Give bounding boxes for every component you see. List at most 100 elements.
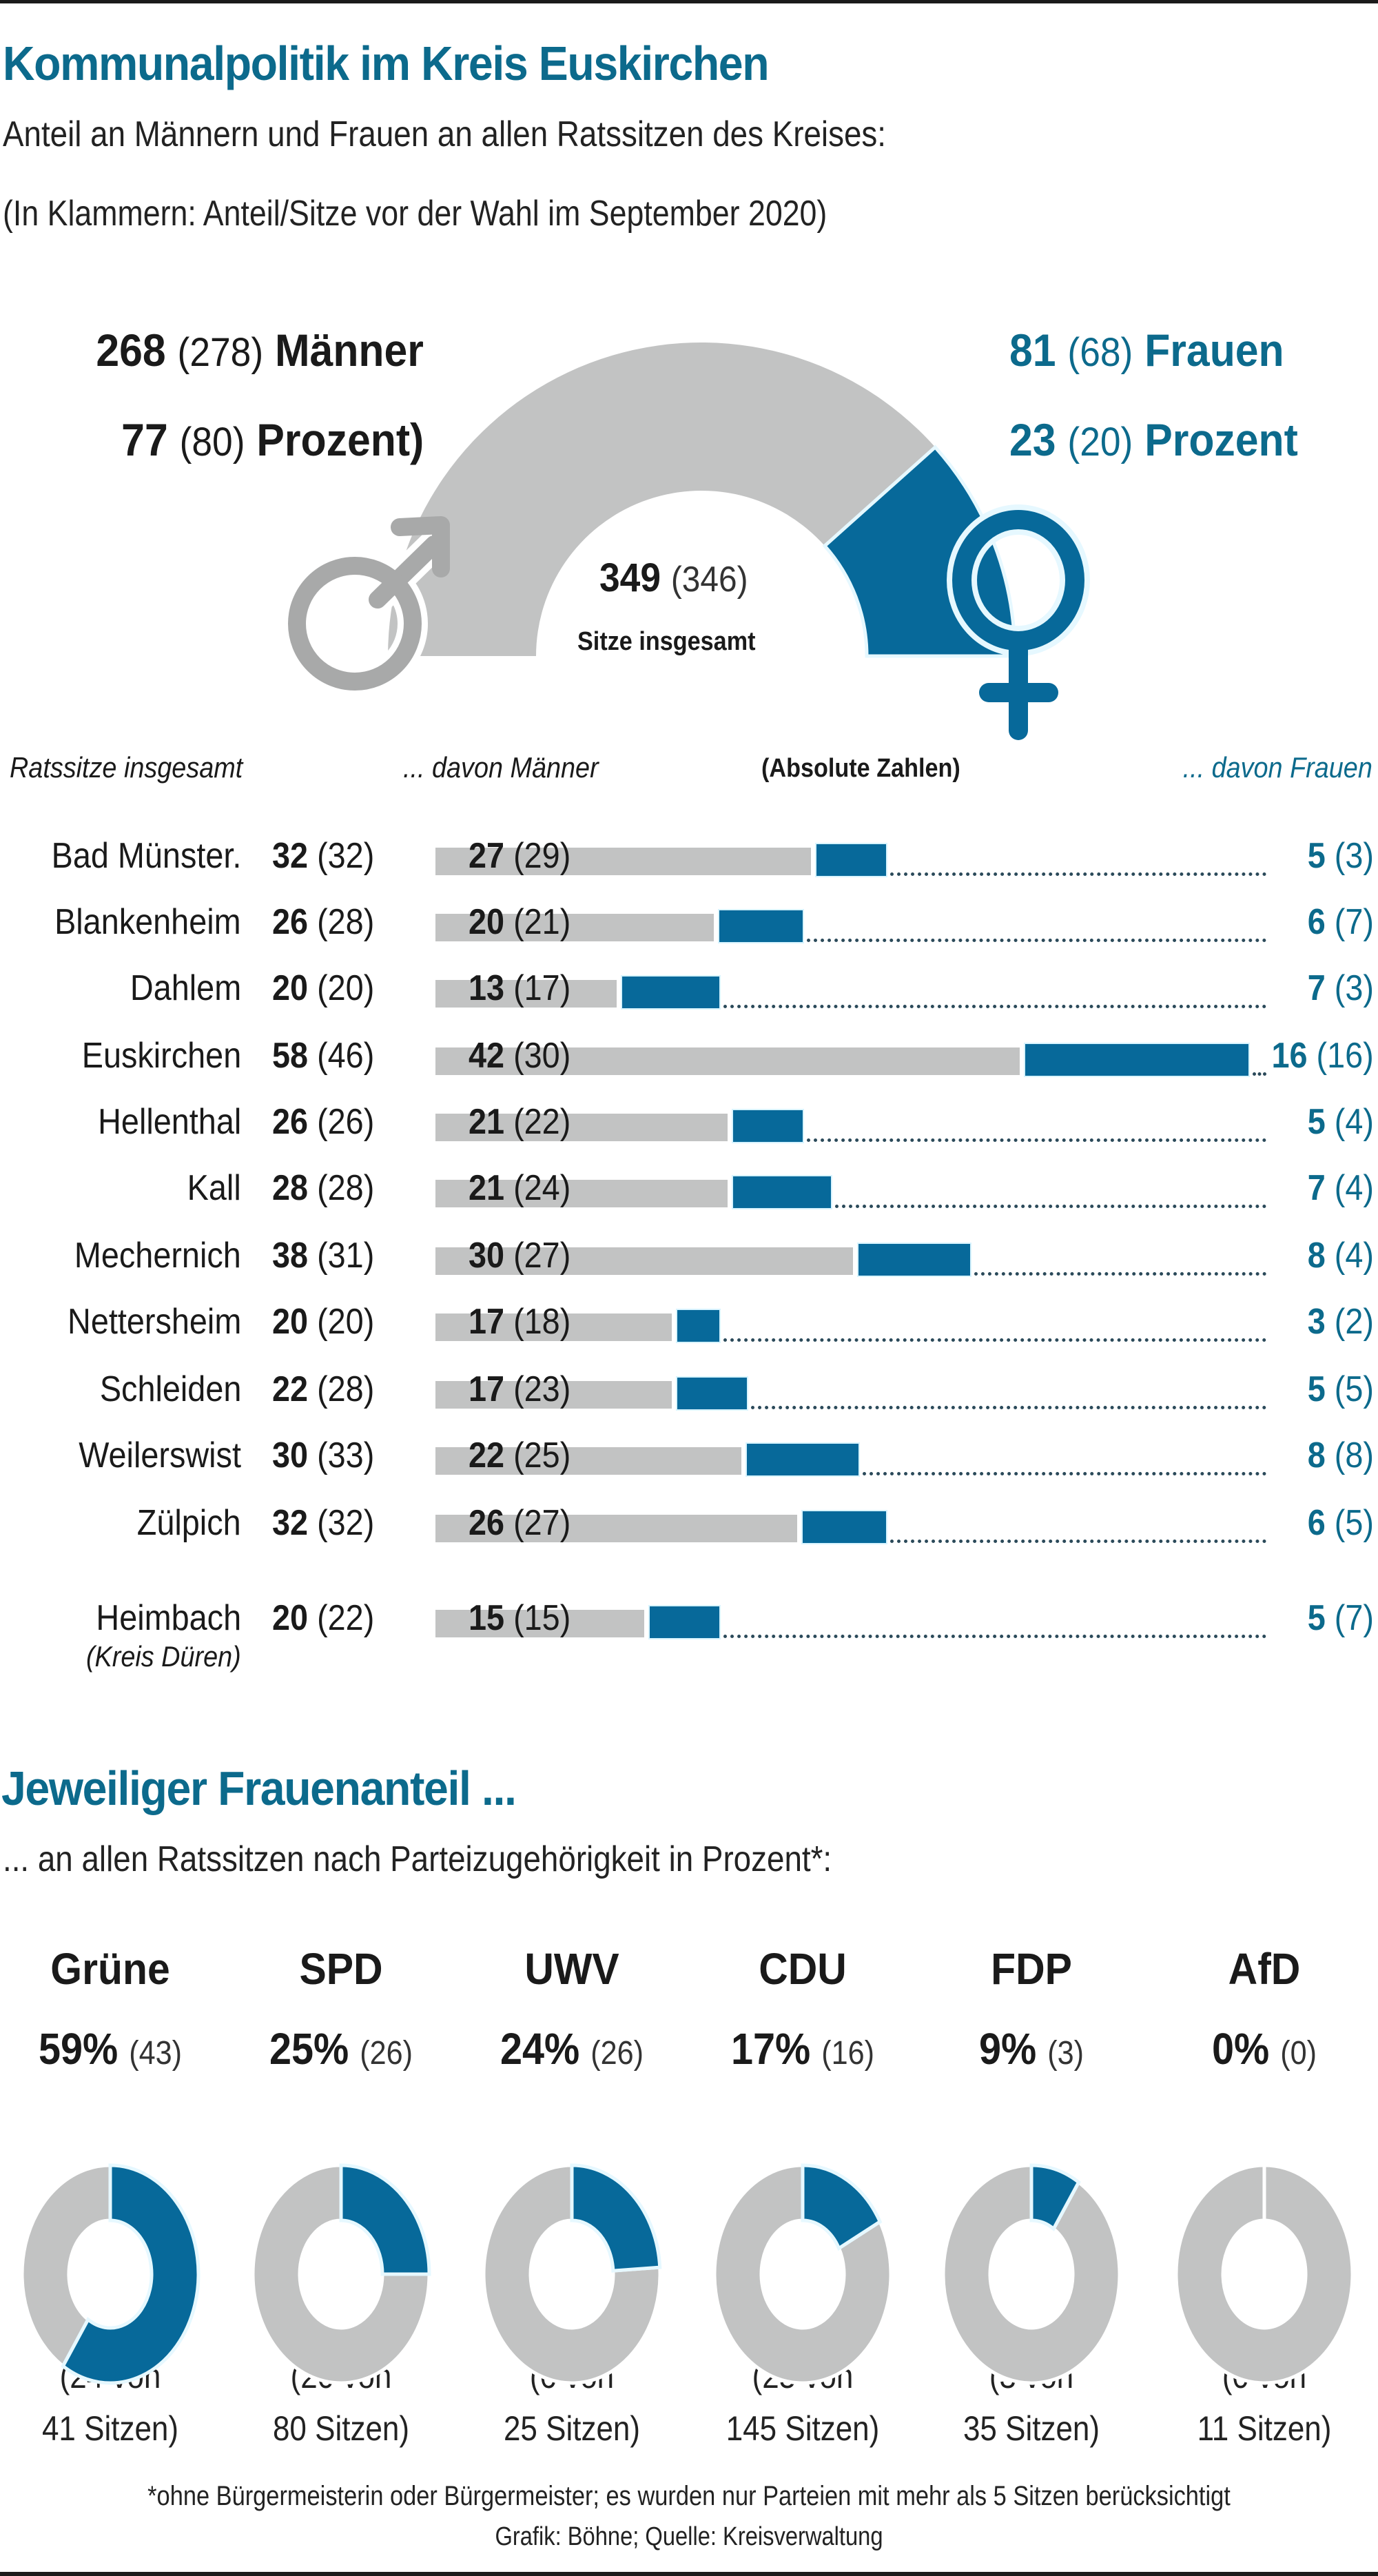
party-donut bbox=[712, 2163, 893, 2385]
women-value-cell: 6 (7) bbox=[1308, 901, 1374, 943]
party-donut bbox=[251, 2163, 431, 2385]
men-previous: (27) bbox=[513, 1503, 571, 1543]
women-value-cell: 8 (4) bbox=[1308, 1235, 1374, 1276]
men-bar bbox=[435, 1313, 672, 1341]
women-percent-previous: (20) bbox=[1067, 420, 1133, 464]
women-percent-label: Prozent bbox=[1144, 414, 1298, 465]
men-value: 15 bbox=[469, 1598, 505, 1638]
party-donut bbox=[941, 2163, 1122, 2385]
leader-dots bbox=[723, 1005, 1266, 1008]
men-previous: (23) bbox=[513, 1369, 571, 1409]
women-bar bbox=[733, 1176, 831, 1208]
party-percent-previous: (26) bbox=[360, 2035, 413, 2072]
table-row: Euskirchen 58 (46) 42 (30) 16 (16) bbox=[0, 1035, 1378, 1097]
men-value-cell: 22 (25) bbox=[469, 1435, 570, 1476]
men-value: 30 bbox=[469, 1236, 505, 1276]
arc-men-segment bbox=[388, 342, 936, 656]
women-value: 3 bbox=[1307, 1302, 1326, 1342]
party-percent-value: 17% bbox=[730, 2024, 811, 2074]
total-seats-cell: 26 (26) bbox=[272, 1101, 374, 1143]
party-donut bbox=[482, 2163, 662, 2385]
leader-dots bbox=[863, 1472, 1266, 1475]
women-percent: 23 (20) Prozent bbox=[1009, 413, 1298, 466]
total-previous: (20) bbox=[317, 968, 375, 1008]
total-seats-previous: (346) bbox=[670, 560, 748, 600]
women-bar bbox=[1025, 1044, 1248, 1076]
men-value-cell: 21 (22) bbox=[469, 1101, 570, 1143]
women-value-cell: 6 (5) bbox=[1308, 1502, 1374, 1544]
party-seats-line2: 11 Sitzen) bbox=[1197, 2409, 1332, 2448]
header-women: ... davon Frauen bbox=[1182, 751, 1372, 784]
women-value: 5 bbox=[1307, 836, 1326, 876]
total-value: 28 bbox=[272, 1168, 309, 1208]
total-seats-cell: 26 (28) bbox=[272, 901, 374, 943]
men-bar bbox=[435, 848, 812, 875]
women-value-cell: 7 (4) bbox=[1308, 1167, 1374, 1209]
men-previous: (24) bbox=[513, 1168, 571, 1208]
men-value: 22 bbox=[469, 1435, 505, 1475]
women-value-cell: 3 (2) bbox=[1308, 1301, 1374, 1342]
women-previous: (2) bbox=[1334, 1302, 1374, 1342]
header-men: ... davon Männer bbox=[403, 751, 599, 784]
party-name: Grüne bbox=[50, 1944, 170, 1994]
female-symbol-icon bbox=[947, 504, 1090, 740]
party-seats-line2: 41 Sitzen) bbox=[41, 2409, 179, 2448]
women-bar bbox=[733, 1110, 803, 1142]
women-bar bbox=[650, 1606, 719, 1638]
male-symbol-icon bbox=[282, 516, 450, 697]
women-previous: (3) bbox=[1334, 968, 1374, 1008]
page-note: (In Klammern: Anteil/Sitze vor der Wahl … bbox=[3, 194, 827, 234]
men-value-cell: 26 (27) bbox=[469, 1502, 570, 1544]
women-value-cell: 7 (3) bbox=[1308, 968, 1374, 1009]
party-percent-value: 0% bbox=[1211, 2024, 1270, 2074]
women-previous: (4) bbox=[1334, 1168, 1374, 1208]
women-value: 5 bbox=[1307, 1369, 1326, 1409]
women-value: 7 bbox=[1307, 1168, 1326, 1208]
party-seats-line2: 80 Sitzen) bbox=[272, 2409, 410, 2448]
women-value: 7 bbox=[1307, 968, 1326, 1008]
men-bar bbox=[435, 914, 714, 941]
men-percent: 77 (80) Prozent) bbox=[121, 413, 424, 466]
party-name: SPD bbox=[299, 1944, 383, 1994]
municipality-name: Nettersheim bbox=[67, 1302, 241, 1342]
leader-dots bbox=[890, 872, 1266, 876]
donut-women-segment bbox=[801, 2163, 883, 2251]
donut-men-segment bbox=[20, 2163, 112, 2369]
women-value: 8 bbox=[1307, 1236, 1326, 1276]
total-seats: 349 (346) bbox=[599, 555, 748, 601]
men-value: 20 bbox=[469, 902, 505, 942]
women-value: 6 bbox=[1307, 902, 1326, 942]
total-previous: (28) bbox=[317, 1168, 375, 1208]
municipality-name: Bad Münster. bbox=[51, 836, 241, 876]
header-total-seats: Ratssitze insgesamt bbox=[10, 751, 243, 784]
table-row: Hellenthal 26 (26) 21 (22) 5 (4) bbox=[0, 1101, 1378, 1163]
women-bar bbox=[677, 1378, 748, 1409]
women-count: 81 (68) Frauen bbox=[1009, 324, 1284, 376]
men-previous: (30) bbox=[513, 1036, 571, 1076]
footnote: *ohne Bürgermeisterin oder Bürgermeister… bbox=[147, 2481, 1231, 2511]
party-donut bbox=[1174, 2163, 1355, 2385]
men-previous: (18) bbox=[513, 1302, 571, 1342]
total-seats-cell: 58 (46) bbox=[272, 1035, 374, 1076]
total-value: 30 bbox=[272, 1435, 309, 1475]
men-bar bbox=[435, 1447, 742, 1475]
party-percent-value: 9% bbox=[978, 2024, 1037, 2074]
total-value: 26 bbox=[272, 1102, 309, 1142]
table-row: Weilerswist 30 (33) 22 (25) 8 (8) bbox=[0, 1435, 1378, 1497]
women-previous: (3) bbox=[1334, 836, 1374, 876]
table-row: Mechernich 38 (31) 30 (27) 8 (4) bbox=[0, 1235, 1378, 1297]
party-name: CDU bbox=[759, 1944, 847, 1994]
municipality-name: Kall bbox=[187, 1168, 241, 1208]
total-seats-cell: 20 (22) bbox=[272, 1597, 374, 1639]
men-percent-label: Prozent) bbox=[256, 414, 424, 465]
women-label: Frauen bbox=[1144, 325, 1284, 376]
men-value: 17 bbox=[469, 1302, 505, 1342]
party-percent-value: 24% bbox=[500, 2024, 580, 2074]
women-bar bbox=[816, 844, 887, 876]
women-value-cell: 16 (16) bbox=[1272, 1035, 1374, 1076]
men-bar bbox=[435, 1515, 798, 1542]
leader-dots bbox=[807, 1138, 1266, 1142]
